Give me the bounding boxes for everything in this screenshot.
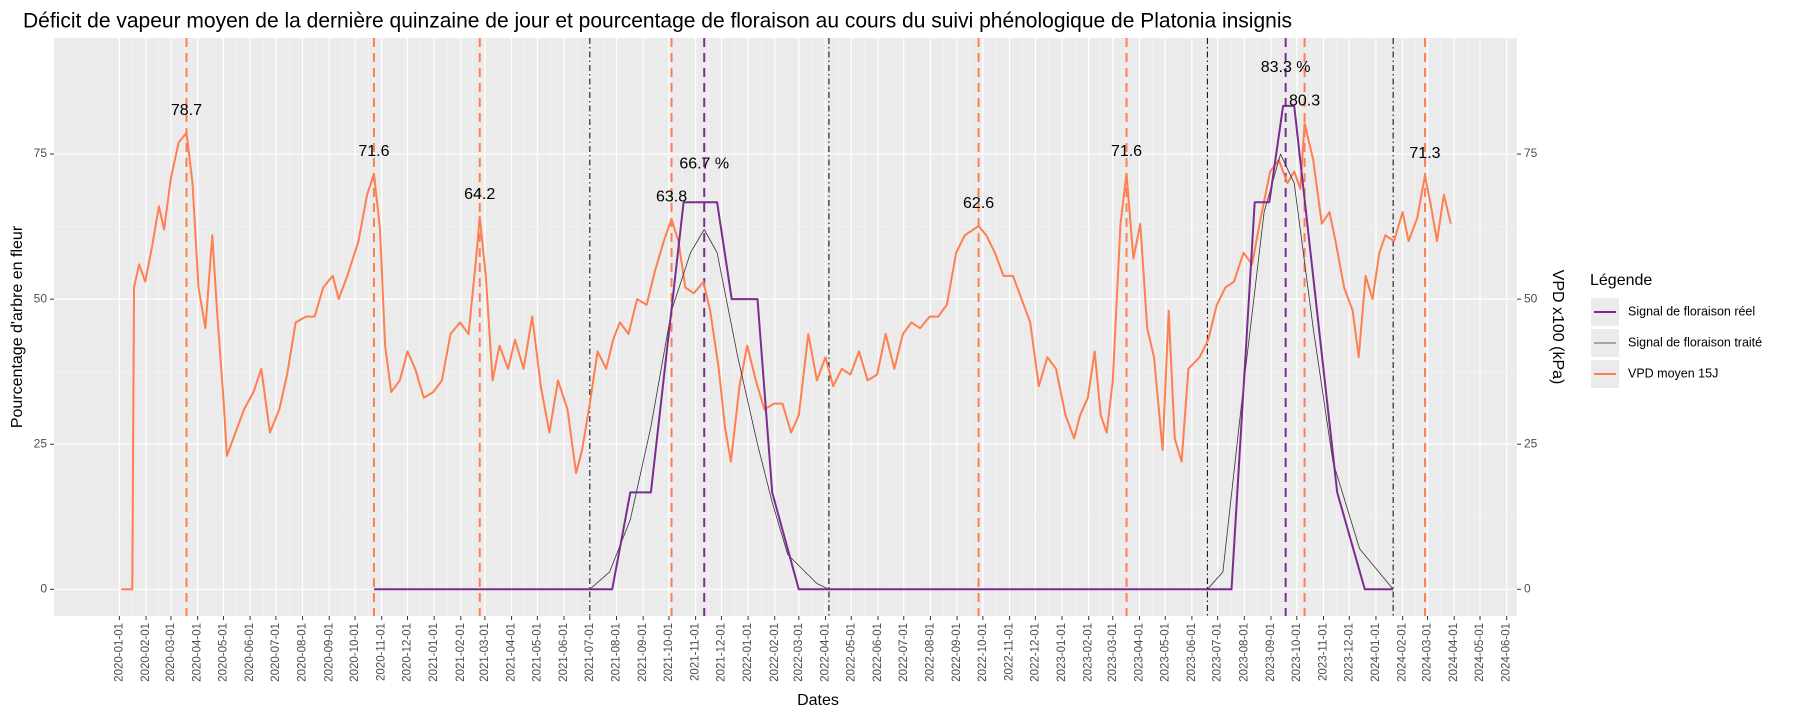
x-tick-label: 2020-12-01 [402,623,414,682]
peak-label: 63.8 [656,188,687,205]
peak-label: 83.3 % [1261,59,1311,76]
x-tick-label: 2022-01-01 [742,623,754,682]
x-tick-label: 2022-03-01 [793,623,805,682]
x-tick-label: 2021-11-01 [690,623,702,681]
x-tick-label: 2020-02-01 [140,623,152,682]
series-line [374,104,1394,591]
x-tick-label: 2021-05-01 [531,623,543,682]
x-tick-label: 2022-10-01 [977,623,989,682]
x-tick-label: 2022-02-01 [769,623,781,682]
x-tick-label: 2023-05-01 [1159,623,1171,682]
x-tick-label: 2023-08-01 [1238,623,1250,682]
x-tick-label: 2024-02-01 [1397,623,1409,682]
y2-tick-label: 0 [1524,581,1531,595]
peak-label: 71.6 [358,143,389,160]
y-tick-label: 50 [34,291,48,305]
x-tick-label: 2024-05-01 [1474,623,1486,682]
x-tick-label: 2022-12-01 [1029,623,1041,682]
y-axis-label: Pourcentage d'arbre en fleur [9,225,26,428]
legend-label: Signal de floraison traité [1628,335,1762,349]
peak-label: 66.7 % [679,155,729,172]
x-tick-label: 2023-12-01 [1343,623,1355,682]
x-tick-label: 2021-02-01 [455,623,467,682]
y2-tick-label: 75 [1524,146,1538,160]
x-tick-label: 2024-04-01 [1448,623,1460,682]
peak-label: 62.6 [963,195,994,212]
x-tick-label: 2024-01-01 [1370,623,1382,682]
x-tick-label: 2020-01-01 [113,623,125,682]
y-tick-label: 25 [34,436,48,450]
x-tick-label: 2022-11-01 [1004,623,1016,681]
x-tick-label: 2023-01-01 [1056,623,1068,682]
x-tick-label: 2023-07-01 [1212,623,1224,682]
x-tick-label: 2021-10-01 [663,623,675,682]
x-tick-label: 2020-05-01 [217,623,229,682]
legend-label: VPD moyen 15J [1628,366,1718,380]
series-line [374,153,1394,590]
x-tick-label: 2021-03-01 [479,623,491,682]
x-tick-label: 2023-06-01 [1186,623,1198,682]
x-tick-label: 2023-03-01 [1107,623,1119,682]
x-tick-label: 2023-10-01 [1291,623,1303,682]
x-tick-label: 2021-04-01 [506,623,518,682]
x-tick-label: 2021-06-01 [558,623,570,682]
x-tick-label: 2022-05-01 [845,623,857,682]
x-tick-label: 2020-08-01 [297,623,309,682]
chart-title: Déficit de vapeur moyen de la dernière q… [23,10,1292,33]
x-tick-label: 2022-06-01 [872,623,884,682]
x-tick-label: 2020-07-01 [270,623,282,682]
x-tick-label: 2024-03-01 [1422,623,1434,682]
peak-label: 71.6 [1111,143,1142,160]
peak-label: 64.2 [464,186,495,203]
x-tick-label: 2021-08-01 [611,623,623,682]
x-tick-label: 2023-09-01 [1265,623,1277,682]
x-tick-label: 2022-07-01 [898,623,910,682]
panel [54,38,1517,616]
x-tick-label: 2021-12-01 [715,623,727,682]
peak-label: 78.7 [171,102,202,119]
x-tick-label: 2020-11-01 [376,623,388,681]
x-axis-label: Dates [797,692,839,709]
x-tick-label: 2020-03-01 [165,623,177,682]
x-tick-label: 2024-06-01 [1501,623,1513,682]
x-tick-label: 2023-11-01 [1318,623,1330,681]
x-tick-label: 2021-09-01 [637,623,649,682]
y2-axis-label: VPD x100 (kPa) [1549,270,1566,385]
x-tick-label: 2020-04-01 [192,623,204,682]
series-line [121,122,1452,591]
x-tick-label: 2020-06-01 [244,623,256,682]
x-tick-label: 2022-04-01 [820,623,832,682]
x-tick-label: 2022-08-01 [924,623,936,682]
x-tick-label: 2020-10-01 [349,623,361,682]
x-tick-label: 2020-09-01 [323,623,335,682]
y-tick-label: 0 [40,581,47,595]
x-tick-label: 2022-09-01 [951,623,963,682]
y2-tick-label: 25 [1524,436,1538,450]
x-tick-label: 2023-02-01 [1083,623,1095,682]
peak-label: 80.3 [1289,93,1320,110]
y2-tick-label: 50 [1524,291,1538,305]
peak-label: 71.3 [1409,145,1440,162]
legend-label: Signal de floraison réel [1628,304,1755,318]
x-tick-label: 2021-07-01 [584,623,596,682]
x-tick-label: 2021-01-01 [428,623,440,682]
y-tick-label: 75 [34,146,48,160]
legend-title: Légende [1590,272,1652,289]
x-tick-label: 2023-04-01 [1133,623,1145,682]
